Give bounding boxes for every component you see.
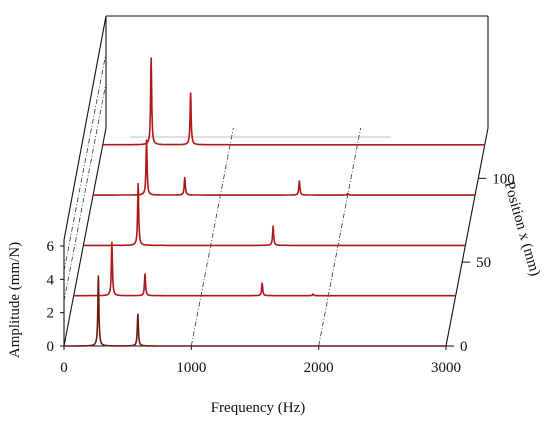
- tick-layer: 0 1000 2000 3000 0 2 4 6 0 50 100: [47, 171, 515, 376]
- wall-guide-1: [63, 52, 107, 272]
- y-tick-label: 2: [47, 306, 55, 322]
- spectrum-line-x60: [82, 182, 466, 247]
- left-depth-edge: [63, 127, 107, 347]
- wall-guide-0: [63, 82, 107, 302]
- spectrum-line-x90: [92, 139, 476, 196]
- depth-guide-1000: [190, 127, 234, 347]
- x-tick-label: 2000: [304, 360, 334, 376]
- right-depth-edge: [445, 127, 489, 347]
- spectrum-line-x0: [63, 275, 447, 347]
- x-axis-label: Frequency (Hz): [211, 400, 306, 416]
- depth-guide-2000: [318, 127, 362, 347]
- y-axis-label: Amplitude (mm/N): [7, 242, 23, 358]
- spectra-layer: [63, 57, 486, 347]
- z-tick-label: 50: [476, 255, 491, 271]
- x-tick-label: 3000: [431, 360, 461, 376]
- x-tick-label: 0: [60, 360, 68, 376]
- top-left-edge: [63, 15, 107, 241]
- spectrum-line-x120: [102, 57, 486, 146]
- z-tick-label: 100: [492, 171, 515, 187]
- position-guides: [63, 52, 391, 347]
- z-tick-label: 0: [460, 339, 468, 355]
- z-axis-label: Position x (mm): [501, 180, 543, 278]
- spectrum-line-x30: [73, 241, 457, 297]
- y-tick-label: 0: [47, 339, 55, 355]
- x-tick-label: 1000: [176, 360, 206, 376]
- y-tick-label: 4: [47, 272, 55, 288]
- y-tick-label: 6: [47, 239, 55, 255]
